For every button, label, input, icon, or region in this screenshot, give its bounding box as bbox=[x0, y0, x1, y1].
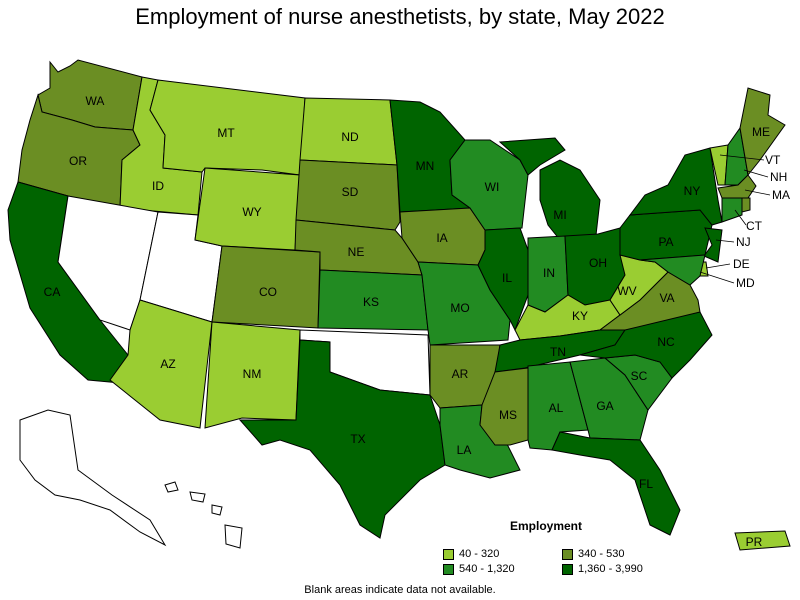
label-md: MD bbox=[736, 276, 755, 290]
leader-lines bbox=[699, 154, 771, 284]
legend-label-3: 540 - 1,320 bbox=[459, 563, 515, 575]
label-ga: GA bbox=[596, 399, 613, 413]
label-mo: MO bbox=[450, 301, 469, 315]
label-va: VA bbox=[659, 291, 674, 305]
label-fl: FL bbox=[639, 477, 653, 491]
legend-swatch-2 bbox=[562, 548, 573, 560]
state-ri[interactable] bbox=[741, 197, 751, 213]
legend-item-4: 1,360 - 3,990 bbox=[562, 563, 643, 575]
state-ak[interactable] bbox=[19, 409, 167, 547]
leader-nj bbox=[715, 239, 735, 243]
label-mi: MI bbox=[553, 208, 566, 222]
state-fl[interactable] bbox=[551, 431, 681, 536]
label-mt: MT bbox=[217, 126, 235, 140]
label-ny: NY bbox=[684, 184, 701, 198]
label-il: IL bbox=[502, 271, 512, 285]
legend-item-2: 340 - 530 bbox=[562, 548, 624, 560]
label-la: LA bbox=[457, 443, 472, 457]
label-me: ME bbox=[752, 125, 770, 139]
label-ne: NE bbox=[348, 245, 365, 259]
label-nm: NM bbox=[243, 367, 262, 381]
state-hi[interactable] bbox=[164, 481, 243, 549]
label-mn: MN bbox=[416, 159, 435, 173]
leader-de bbox=[705, 263, 731, 269]
label-ia: IA bbox=[436, 231, 447, 245]
label-ct: CT bbox=[746, 219, 763, 233]
label-wy: WY bbox=[242, 205, 261, 219]
leader-md bbox=[699, 271, 735, 284]
state-tx[interactable] bbox=[238, 339, 446, 539]
leader-ma bbox=[744, 189, 771, 196]
footnote: Blank areas indicate data not available. bbox=[304, 584, 496, 596]
label-ky: KY bbox=[572, 309, 588, 323]
legend-swatch-1 bbox=[443, 548, 454, 560]
leader-nh bbox=[743, 169, 769, 178]
state-wi[interactable] bbox=[449, 139, 529, 231]
state-nm[interactable] bbox=[204, 321, 301, 429]
label-wi: WI bbox=[485, 180, 500, 194]
label-de: DE bbox=[733, 257, 750, 271]
label-co: CO bbox=[259, 285, 277, 299]
state-az[interactable] bbox=[109, 299, 213, 429]
legend-label-2: 340 - 530 bbox=[578, 548, 625, 560]
label-nd: ND bbox=[341, 130, 359, 144]
legend-swatch-4 bbox=[562, 563, 573, 575]
label-wa: WA bbox=[86, 94, 105, 108]
label-vt: VT bbox=[765, 153, 781, 167]
label-in: IN bbox=[543, 266, 555, 280]
map-title: Employment of nurse anesthetists, by sta… bbox=[135, 4, 665, 29]
label-nh: NH bbox=[770, 170, 787, 184]
legend-item-1: 40 - 320 bbox=[443, 548, 499, 560]
label-nc: NC bbox=[657, 335, 675, 349]
label-oh: OH bbox=[589, 256, 607, 270]
label-or: OR bbox=[69, 154, 87, 168]
leader-ct bbox=[734, 209, 747, 226]
label-ms: MS bbox=[499, 408, 517, 422]
legend-label-4: 1,360 - 3,990 bbox=[578, 563, 643, 575]
state-ct[interactable] bbox=[721, 197, 743, 223]
state-ny[interactable] bbox=[628, 147, 723, 226]
label-nj: NJ bbox=[736, 235, 751, 249]
state-md[interactable] bbox=[639, 254, 706, 286]
state-labels: WA OR CA ID AZ MT WY CO NM ND SD NE KS T… bbox=[44, 94, 790, 549]
state-nj[interactable] bbox=[703, 227, 723, 263]
label-az: AZ bbox=[160, 357, 175, 371]
label-sd: SD bbox=[342, 185, 359, 199]
label-pa: PA bbox=[658, 235, 673, 249]
state-sd[interactable] bbox=[295, 159, 401, 231]
label-ar: AR bbox=[452, 367, 469, 381]
label-pr: PR bbox=[746, 535, 763, 549]
label-id: ID bbox=[152, 179, 164, 193]
label-ks: KS bbox=[363, 295, 379, 309]
legend-swatch-3 bbox=[443, 563, 454, 575]
legend-item-3: 540 - 1,320 bbox=[443, 563, 515, 575]
label-al: AL bbox=[549, 401, 564, 415]
label-tx: TX bbox=[350, 432, 365, 446]
state-il[interactable] bbox=[477, 227, 529, 332]
label-ca: CA bbox=[44, 285, 61, 299]
state-pr[interactable] bbox=[734, 530, 791, 551]
label-wv: WV bbox=[617, 284, 636, 298]
label-tn: TN bbox=[550, 345, 566, 359]
legend-label-1: 40 - 320 bbox=[459, 548, 500, 560]
leader-vt bbox=[719, 154, 765, 161]
label-sc: SC bbox=[631, 369, 648, 383]
legend-title: Employment bbox=[510, 519, 583, 533]
state-me[interactable] bbox=[739, 87, 786, 177]
label-ma: MA bbox=[772, 188, 790, 202]
